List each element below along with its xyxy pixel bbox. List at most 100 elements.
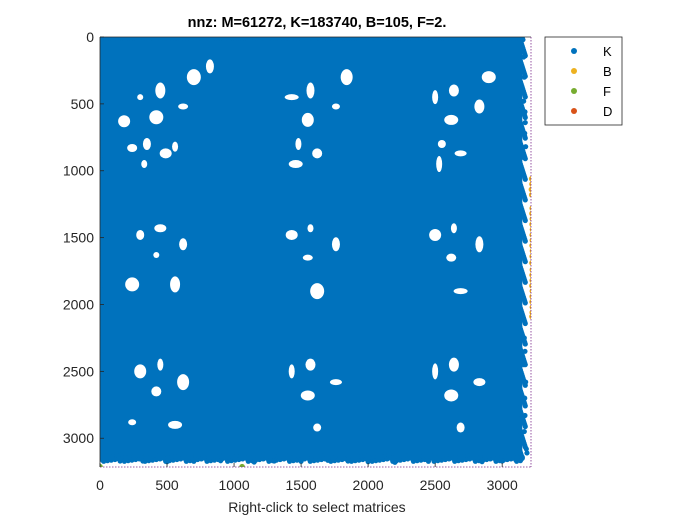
x-tick-label: 2000: [353, 477, 384, 493]
k-point: [523, 144, 529, 150]
k-hole: [134, 364, 147, 379]
k-hole: [474, 99, 485, 114]
legend-marker: [571, 48, 577, 54]
k-point: [522, 94, 528, 100]
k-hole: [295, 137, 302, 150]
k-point: [522, 300, 528, 306]
x-tick-label: 1500: [286, 477, 317, 493]
b-point: [529, 283, 531, 289]
b-point: [528, 186, 531, 193]
k-point: [512, 457, 519, 463]
k-point: [522, 412, 528, 419]
k-hole: [454, 150, 467, 157]
k-hole: [288, 364, 295, 379]
k-hole: [448, 84, 459, 97]
k-hole: [142, 137, 151, 150]
k-hole: [450, 223, 457, 234]
k-hole: [312, 148, 323, 159]
k-point: [271, 458, 277, 464]
axes-box: [99, 36, 532, 468]
k-hole: [118, 115, 131, 128]
k-hole: [444, 389, 459, 402]
b-point: [529, 216, 531, 222]
b-point: [529, 288, 531, 294]
k-point: [345, 458, 351, 464]
k-hole: [284, 94, 299, 101]
k-hole: [300, 390, 315, 401]
k-point: [164, 459, 170, 465]
k-hole: [307, 224, 314, 233]
k-hole: [288, 160, 303, 169]
b-point: [529, 210, 531, 217]
k-hole: [136, 229, 145, 240]
b-point: [529, 299, 531, 305]
k-dense-block: [100, 37, 523, 459]
b-point: [529, 253, 531, 259]
y-tick-label: 1500: [63, 230, 94, 246]
legend-label: B: [603, 64, 612, 79]
legend-label: K: [603, 44, 612, 59]
k-point: [522, 423, 528, 430]
chart-title: nnz: M=61272, K=183740, B=105, F=2.: [188, 15, 447, 31]
k-point: [251, 459, 257, 465]
k-hole: [306, 82, 315, 99]
k-hole: [157, 358, 164, 371]
k-point: [325, 457, 331, 463]
k-point: [522, 114, 528, 121]
k-hole: [453, 288, 468, 295]
b-point: [529, 272, 531, 278]
k-hole: [178, 103, 189, 110]
legend-marker: [571, 68, 577, 74]
k-point: [392, 459, 398, 465]
k-hole: [127, 144, 138, 153]
k-hole: [141, 160, 148, 169]
b-point: [529, 304, 531, 310]
plot-area[interactable]: [97, 34, 535, 469]
y-tick-label: 2000: [63, 296, 94, 312]
y-tick-label: 500: [71, 96, 95, 112]
b-point: [529, 237, 531, 243]
k-point: [521, 428, 527, 435]
k-point: [522, 109, 528, 115]
k-hole: [137, 94, 144, 101]
k-point: [522, 259, 528, 265]
k-point: [522, 130, 528, 136]
f-point: [239, 463, 245, 467]
k-hole: [302, 254, 313, 261]
b-point: [529, 221, 531, 227]
x-tick-label: 2500: [420, 477, 451, 493]
k-point: [523, 446, 529, 452]
b-point: [529, 248, 531, 254]
x-axis-label: Right-click to select matrices: [228, 499, 405, 515]
f-point: [100, 463, 103, 467]
k-hole: [446, 253, 457, 262]
legend-label: D: [603, 104, 612, 119]
k-hole: [310, 283, 325, 300]
series-f: [100, 463, 245, 467]
x-tick-label: 1000: [218, 477, 249, 493]
k-point: [523, 379, 529, 385]
k-point: [522, 197, 528, 203]
k-point: [521, 362, 527, 368]
k-point: [117, 458, 123, 464]
b-point: [528, 192, 531, 198]
k-hole: [340, 69, 353, 86]
k-hole: [172, 141, 179, 152]
k-hole: [186, 69, 201, 86]
k-hole: [331, 103, 340, 110]
b-point: [529, 313, 531, 320]
k-hole: [168, 420, 183, 429]
b-point: [529, 243, 531, 249]
k-hole: [179, 238, 188, 251]
k-hole: [170, 276, 181, 293]
k-point: [522, 320, 528, 327]
k-hole: [154, 224, 167, 233]
k-point: [521, 335, 527, 341]
k-hole: [437, 139, 446, 148]
k-hole: [301, 112, 314, 127]
b-point: [529, 227, 531, 232]
k-point: [298, 458, 304, 464]
